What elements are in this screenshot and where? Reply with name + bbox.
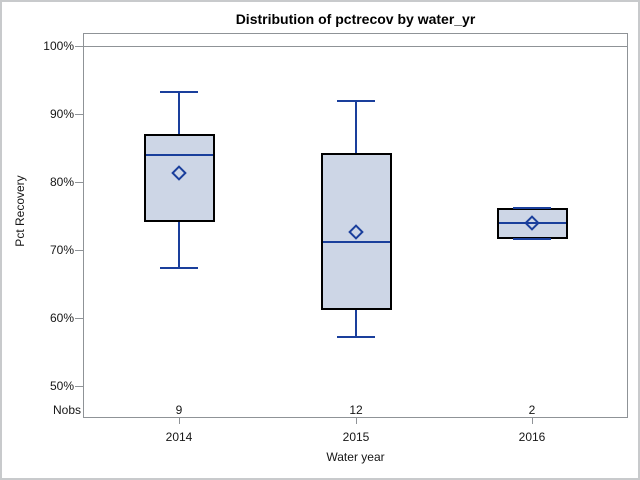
y-tick-label: 50% (49, 379, 74, 393)
y-tick-label: 80% (49, 175, 74, 189)
whisker-stem-lower (355, 310, 357, 337)
box (320, 153, 392, 310)
whisker-stem-upper (178, 92, 180, 134)
nobs-value: 12 (349, 403, 363, 417)
y-tick-label: 100% (43, 39, 74, 53)
whisker-stem-lower (178, 222, 180, 268)
y-tick (75, 318, 83, 319)
median-line (498, 222, 566, 224)
y-tick-label: 90% (49, 107, 74, 121)
whisker-cap-high (337, 100, 375, 102)
y-tick (75, 386, 83, 387)
y-tick (75, 250, 83, 251)
y-tick-label: 70% (49, 243, 74, 257)
y-tick (75, 182, 83, 183)
whisker-stem-upper (355, 101, 357, 153)
nobs-value: 9 (175, 403, 183, 417)
whisker-cap-high (513, 207, 551, 209)
x-axis-title: Water year (326, 450, 385, 464)
whisker-cap-low (513, 238, 551, 240)
y-tick (75, 114, 83, 115)
x-tick (532, 418, 533, 424)
nobs-value: 2 (528, 403, 536, 417)
x-tick-label: 2015 (342, 430, 370, 444)
box (143, 134, 215, 222)
y-tick-label: 60% (49, 311, 74, 325)
x-tick-label: 2016 (518, 430, 546, 444)
hundred-pct-line (83, 46, 628, 47)
whisker-cap-high (160, 91, 198, 93)
median-line (322, 241, 390, 243)
x-tick (356, 418, 357, 424)
whisker-cap-low (337, 336, 375, 338)
x-tick-label: 2014 (165, 430, 193, 444)
chart-title: Distribution of pctrecov by water_yr (235, 11, 476, 27)
nobs-row-label: Nobs (52, 403, 81, 417)
x-tick (179, 418, 180, 424)
y-tick (75, 46, 83, 47)
median-line (145, 154, 213, 156)
whisker-cap-low (160, 267, 198, 269)
